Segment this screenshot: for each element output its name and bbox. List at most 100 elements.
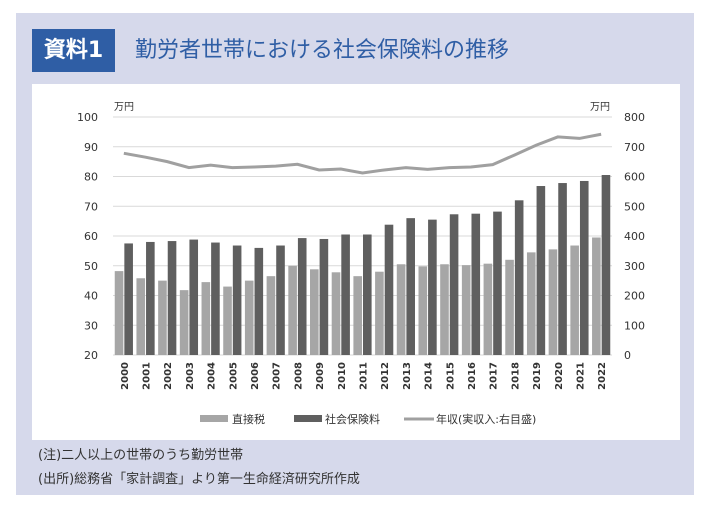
- x-tick-label: 2012: [380, 362, 391, 390]
- right-tick-label: 100: [624, 319, 645, 332]
- bar-social-insurance: [558, 183, 567, 355]
- left-tick-label: 100: [77, 111, 98, 124]
- bar-social-insurance: [428, 219, 437, 355]
- chart-svg: 20 30 40 50 60 70 80 90 100 0 100 200 300 400 500 600 70…: [77, 102, 645, 426]
- x-tick-label: 2008: [293, 362, 304, 390]
- right-tick-label: 700: [624, 141, 645, 154]
- left-tick-label: 80: [84, 171, 98, 184]
- bar-social-insurance: [146, 241, 155, 355]
- legend-label-income: 年収(実収入:右目盛): [436, 412, 536, 426]
- bar-direct-tax: [266, 276, 276, 355]
- bar-direct-tax: [223, 286, 232, 355]
- bar-social-insurance: [167, 241, 177, 355]
- bar-direct-tax: [179, 290, 189, 355]
- x-tick-label: 2015: [445, 362, 456, 390]
- left-tick-label: 20: [84, 349, 98, 362]
- bar-social-insurance: [601, 175, 611, 355]
- right-tick-label: 300: [624, 260, 645, 273]
- left-tick-label: 60: [84, 230, 98, 243]
- right-tick-label: 200: [624, 290, 645, 303]
- right-tick-label: 0: [624, 349, 631, 362]
- x-tick-label: 2010: [337, 362, 348, 390]
- legend-label-social-insurance: 社会保険料: [325, 412, 380, 426]
- bar-social-insurance: [124, 243, 133, 355]
- note-text: (注)二人以上の世帯のうち勤労世帯: [38, 448, 244, 463]
- bar-social-insurance: [254, 247, 264, 355]
- bar-direct-tax: [461, 265, 471, 355]
- x-tick-label: 2019: [532, 362, 543, 390]
- bar-social-insurance: [514, 200, 524, 355]
- left-tick-label: 50: [84, 260, 98, 273]
- bar-social-insurance: [211, 242, 220, 355]
- source-text: (出所)総務省「家計調査」より第一生命経済研究所作成: [38, 472, 360, 487]
- x-tick-label: 2006: [250, 362, 261, 390]
- bar-direct-tax: [201, 282, 211, 355]
- x-tick-label: 2021: [575, 362, 586, 390]
- bar-social-insurance: [579, 180, 589, 355]
- bar-direct-tax: [310, 269, 319, 355]
- x-tick-label: 2007: [272, 362, 283, 390]
- bar-social-insurance: [449, 214, 459, 355]
- right-tick-label: 500: [624, 200, 645, 213]
- right-tick-label: 400: [624, 230, 645, 243]
- income-line: [123, 132, 602, 175]
- chart-area: 20 30 40 50 60 70 80 90 100 0 100 200 300 400 500 600 70…: [32, 84, 680, 440]
- bar-direct-tax: [483, 263, 493, 355]
- legend-swatch-direct-tax: [200, 415, 228, 422]
- bar-social-insurance: [276, 245, 285, 355]
- bar-direct-tax: [244, 280, 254, 355]
- bar-direct-tax: [331, 272, 341, 355]
- bar-social-insurance: [384, 224, 394, 355]
- left-tick-label: 70: [84, 200, 98, 213]
- bar-social-insurance: [232, 245, 242, 355]
- bar-social-insurance: [189, 239, 199, 355]
- x-tick-label: 2003: [185, 362, 196, 390]
- bar-direct-tax: [288, 265, 297, 355]
- bar-social-insurance: [341, 234, 350, 355]
- bar-direct-tax: [548, 249, 558, 355]
- x-tick-label: 2011: [359, 362, 370, 390]
- right-tick-label: 800: [624, 111, 645, 124]
- right-axis-unit: 万円: [590, 102, 610, 113]
- bar-social-insurance: [406, 218, 415, 355]
- bar-direct-tax: [505, 259, 514, 355]
- bar-direct-tax: [592, 237, 601, 355]
- x-tick-label: 2017: [489, 362, 500, 390]
- legend-swatch-social-insurance: [294, 415, 322, 422]
- x-tick-label: 2013: [402, 362, 413, 390]
- bar-direct-tax: [396, 264, 406, 355]
- legend-label-direct-tax: 直接税: [232, 412, 265, 426]
- bar-direct-tax: [570, 245, 579, 355]
- left-tick-label: 30: [84, 319, 98, 332]
- bar-social-insurance: [363, 234, 372, 355]
- bar-social-insurance: [493, 211, 502, 355]
- x-tick-label: 2018: [510, 362, 521, 390]
- bar-direct-tax: [158, 280, 167, 355]
- x-tick-label: 2016: [467, 362, 478, 390]
- bar-direct-tax: [353, 276, 362, 355]
- right-tick-label: 600: [624, 171, 645, 184]
- bar-direct-tax: [440, 264, 449, 355]
- bar-direct-tax: [418, 266, 428, 355]
- bar-direct-tax: [526, 252, 536, 355]
- x-tick-label: 2020: [554, 362, 565, 390]
- left-tick-label: 90: [84, 141, 98, 154]
- bar-direct-tax: [114, 271, 124, 355]
- bar-social-insurance: [319, 238, 329, 355]
- x-tick-label: 2004: [207, 362, 218, 390]
- bar-social-insurance: [471, 213, 481, 355]
- left-tick-label: 40: [84, 290, 98, 303]
- x-tick-label: 2002: [163, 362, 174, 390]
- figure-title: 勤労者世帯における社会保険料の推移: [135, 38, 510, 63]
- bar-direct-tax: [375, 271, 384, 355]
- left-axis-unit: 万円: [114, 102, 134, 113]
- bar-social-insurance: [297, 238, 307, 355]
- bar-social-insurance: [536, 186, 546, 355]
- x-tick-label: 2022: [597, 362, 608, 390]
- figure-badge: 資料1: [32, 29, 115, 72]
- bar-direct-tax: [136, 278, 146, 355]
- x-tick-label: 2014: [424, 362, 435, 390]
- x-tick-label: 2001: [142, 362, 153, 390]
- x-tick-label: 2005: [228, 362, 239, 390]
- x-tick-label: 2000: [120, 362, 131, 390]
